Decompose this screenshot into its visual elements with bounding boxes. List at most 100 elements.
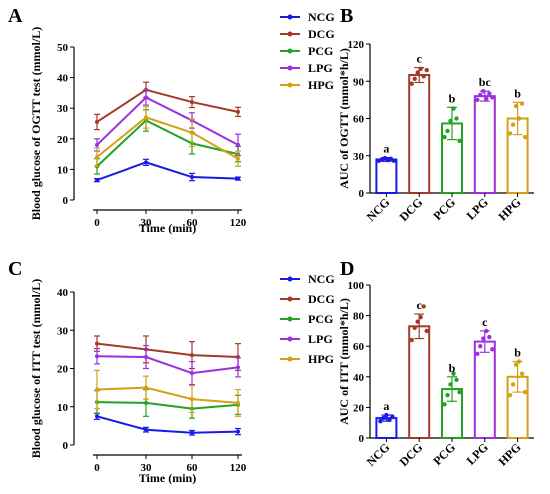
x-tick-label: 120 (230, 462, 247, 474)
bar-lpg (473, 340, 496, 439)
x-tick-label: PCG (430, 195, 458, 223)
series-line-pcg (96, 119, 239, 168)
sample-point-hpg (507, 392, 513, 398)
legend-marker (287, 356, 293, 362)
data-point-hpg (236, 400, 240, 405)
y-tick-label: 80 (353, 311, 365, 323)
y-tick-label: 20 (57, 364, 69, 376)
sample-point-pcg (448, 118, 453, 124)
sample-point-pcg (442, 402, 447, 407)
legend-label-ncg: NCG (308, 10, 335, 24)
series-line-dcg (96, 88, 239, 123)
data-point-hpg (190, 130, 194, 135)
data-point-ncg (144, 160, 148, 165)
data-point-ncg (190, 175, 194, 180)
sample-point-hpg (519, 101, 525, 106)
significance-label: b (514, 86, 521, 100)
y-tick-label: 0 (359, 433, 365, 445)
x-tick-label: 30 (141, 217, 153, 229)
x-tick-label: NCG (364, 440, 393, 469)
data-point-dcg (190, 353, 194, 358)
sample-point-dcg (418, 66, 423, 72)
sample-point-lpg (484, 328, 489, 334)
data-point-hpg (95, 155, 99, 160)
legend-marker (287, 316, 293, 322)
series-line-ncg (96, 161, 239, 182)
y-tick-label: 60 (353, 114, 365, 126)
x-tick-label: DCG (397, 440, 426, 469)
sample-point-lpg (478, 92, 483, 98)
x-tick-label: NCG (364, 195, 393, 224)
data-point-lpg (190, 371, 194, 376)
legend-label-hpg: HPG (308, 352, 334, 366)
y-tick-label: 20 (57, 134, 69, 146)
y-axis-label: AUC of OGTT (mmol*h/L) (337, 48, 351, 189)
sample-point-dcg (412, 325, 417, 331)
sample-point-lpg (484, 96, 489, 101)
x-tick-label: 0 (94, 462, 100, 474)
legend-label-ncg: NCG (308, 272, 335, 286)
y-tick-label: 0 (63, 195, 69, 207)
data-point-lpg (236, 142, 240, 147)
y-tick-label: 30 (353, 151, 365, 163)
series-line-lpg (96, 355, 239, 375)
sample-point-dcg (415, 70, 420, 75)
x-tick-label: PCG (430, 440, 458, 468)
sample-point-ncg (391, 158, 397, 163)
legend-label-pcg: PCG (308, 44, 333, 58)
data-point-hpg (95, 387, 99, 392)
panel-label: D (340, 258, 354, 280)
sample-point-lpg (475, 97, 480, 103)
x-tick-label: LPG (464, 195, 491, 222)
sample-point-lpg (490, 347, 495, 352)
sample-point-lpg (478, 344, 483, 349)
x-tick-label: DCG (397, 195, 426, 224)
data-point-ncg (236, 176, 240, 181)
data-point-dcg (236, 109, 240, 114)
y-tick-label: 50 (57, 42, 69, 54)
data-point-ncg (144, 427, 148, 432)
data-point-hpg (144, 385, 148, 390)
series-line-hpg (96, 116, 239, 160)
y-tick-label: 10 (57, 164, 69, 176)
legend-marker (287, 14, 293, 20)
y-tick-label: 90 (353, 76, 365, 88)
panel-label: C (8, 258, 22, 280)
y-axis-label: Blood glucose of ITT test (mmol/L) (29, 279, 43, 458)
bar-lpg (473, 95, 496, 194)
data-point-lpg (144, 95, 148, 100)
panel-label: A (8, 5, 23, 27)
legend-marker (287, 336, 293, 342)
legend-marker (287, 82, 293, 88)
series-line-lpg (96, 96, 239, 146)
data-point-lpg (236, 365, 240, 370)
sample-point-lpg (475, 351, 480, 357)
bar-dcg (408, 74, 431, 194)
sample-point-ncg (387, 417, 392, 422)
significance-label: a (383, 142, 389, 156)
sample-point-lpg (481, 336, 486, 341)
panel-label: B (340, 5, 353, 27)
sample-point-pcg (457, 138, 462, 144)
sample-point-hpg (516, 116, 522, 121)
data-point-ncg (95, 414, 99, 419)
legend-label-hpg: HPG (308, 78, 334, 92)
significance-label: c (417, 52, 423, 66)
data-point-lpg (144, 355, 148, 360)
legend-label-dcg: DCG (308, 27, 335, 41)
x-tick-label: LPG (464, 440, 491, 467)
y-tick-label: 40 (353, 372, 365, 384)
sample-point-hpg (513, 362, 519, 367)
significance-label: bc (479, 75, 492, 89)
series-line-dcg (96, 342, 239, 359)
x-tick-label: 0 (94, 217, 100, 229)
sample-point-dcg (421, 304, 426, 309)
legend-label-lpg: LPG (308, 332, 333, 346)
sample-point-dcg (409, 81, 414, 86)
x-axis-label: Time (min) (139, 221, 196, 235)
sample-point-pcg (445, 392, 450, 398)
legend-marker (287, 65, 293, 71)
sample-point-dcg (424, 67, 429, 73)
